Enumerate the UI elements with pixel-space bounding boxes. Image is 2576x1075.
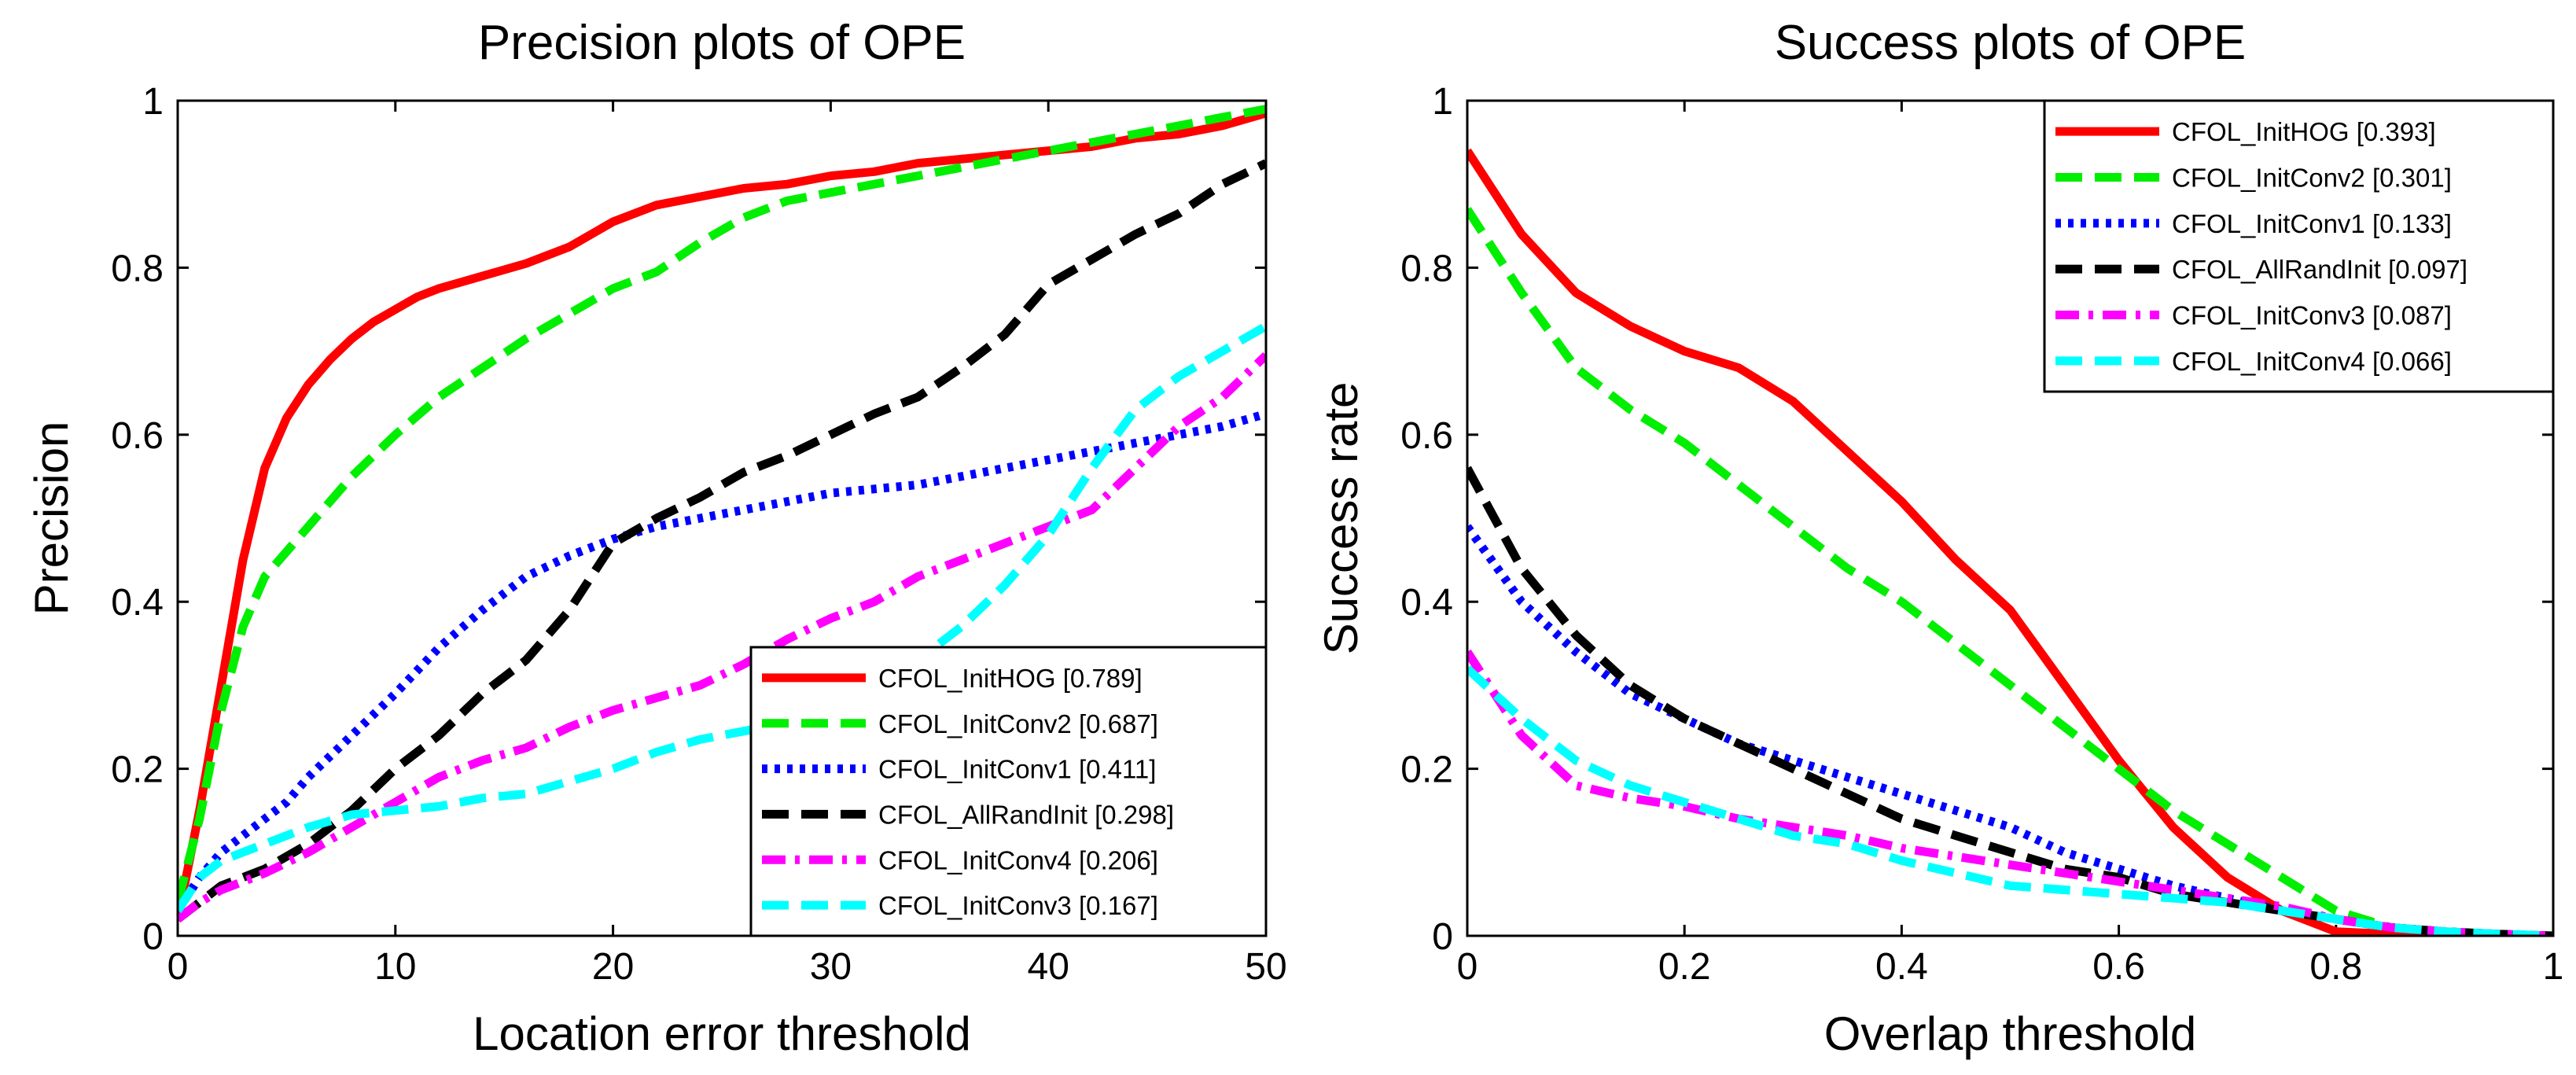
y-tick-label: 0.8 — [1400, 248, 1453, 289]
y-tick-label: 0 — [1432, 916, 1453, 958]
y-tick-label: 0.4 — [111, 582, 164, 624]
x-tick-label: 0 — [1457, 946, 1478, 988]
legend-entry-5: CFOL_InitConv3 [0.087] — [2172, 301, 2452, 330]
series-line-1 — [178, 109, 1266, 920]
y-tick-label: 0.6 — [1400, 415, 1453, 457]
series-line-4 — [178, 159, 1266, 923]
legend-entry-4: CFOL_AllRandInit [0.097] — [2172, 255, 2467, 284]
series-lines — [1467, 148, 2553, 936]
x-tick-label: 0.8 — [2309, 946, 2362, 988]
y-tick-label: 0.4 — [1400, 582, 1453, 624]
chart-panel-1: Precision plots of OPE Location error thr… — [25, 16, 1287, 1060]
y-tick-label: 1 — [1432, 81, 1453, 123]
x-axis-label: Location error threshold — [473, 1007, 971, 1060]
legend-entry-6: CFOL_InitConv3 [0.167] — [878, 891, 1158, 920]
series-line-4 — [1467, 466, 2553, 936]
series-line-2 — [178, 105, 1266, 904]
y-axis-label: Success rate — [1315, 382, 1367, 655]
axes-frame — [1466, 99, 2555, 937]
x-tick-label: 20 — [592, 946, 634, 988]
legend-entry-6: CFOL_InitConv4 [0.066] — [2172, 347, 2452, 376]
y-tick-label: 0 — [142, 916, 164, 958]
series-line-5 — [1467, 649, 2553, 936]
x-tick-label: 40 — [1028, 946, 1069, 988]
series-lines — [178, 105, 1266, 923]
y-tick-label: 1 — [142, 81, 164, 123]
legend-entry-1: CFOL_InitHOG [0.789] — [878, 664, 1143, 693]
chart-title: Precision plots of OPE — [478, 16, 966, 70]
legend-entry-3: CFOL_InitConv1 [0.411] — [878, 755, 1156, 784]
x-tick-label: 30 — [810, 946, 852, 988]
x-tick-label: 0.4 — [1875, 946, 1928, 988]
series-line-1 — [1467, 148, 2553, 936]
legend-entry-4: CFOL_AllRandInit [0.298] — [878, 800, 1174, 829]
legend-entry-3: CFOL_InitConv1 [0.133] — [2172, 209, 2452, 238]
series-line-6 — [178, 322, 1266, 914]
legend: CFOL_InitHOG [0.393] CFOL_InitConv2 [0.30… — [2043, 99, 2555, 393]
x-tick-label: 10 — [374, 946, 416, 988]
x-tick-label: 50 — [1245, 946, 1286, 988]
chart-panel-2: Success plots of OPE Overlap threshold Suc… — [1315, 16, 2563, 1060]
y-tick-label: 0.8 — [111, 248, 164, 289]
y-tick-label: 0.6 — [111, 415, 164, 457]
series-line-6 — [1467, 665, 2553, 936]
chart-title: Success plots of OPE — [1775, 16, 2247, 70]
legend-entry-2: CFOL_InitConv2 [0.301] — [2172, 164, 2452, 193]
legend-box — [749, 646, 1268, 937]
x-tick-label: 1 — [2543, 946, 2564, 988]
series-line-3 — [1467, 524, 2553, 936]
x-axis-label: Overlap threshold — [1824, 1007, 2197, 1060]
legend-box — [2043, 99, 2555, 393]
axes-frame — [176, 99, 1268, 937]
y-tick-label: 0.2 — [1400, 749, 1453, 791]
x-tick-label: 0 — [167, 946, 189, 988]
legend: CFOL_InitHOG [0.789] CFOL_InitConv2 [0.68… — [749, 646, 1268, 937]
series-line-5 — [178, 352, 1266, 923]
x-tick-label: 0.6 — [2092, 946, 2145, 988]
legend-entry-1: CFOL_InitHOG [0.393] — [2172, 117, 2436, 146]
legend-entry-2: CFOL_InitConv2 [0.687] — [878, 709, 1158, 738]
x-tick-label: 0.2 — [1658, 946, 1711, 988]
y-axis-label: Precision — [25, 422, 78, 616]
legend-entry-5: CFOL_InitConv4 [0.206] — [878, 845, 1158, 874]
y-tick-label: 0.2 — [111, 749, 164, 791]
